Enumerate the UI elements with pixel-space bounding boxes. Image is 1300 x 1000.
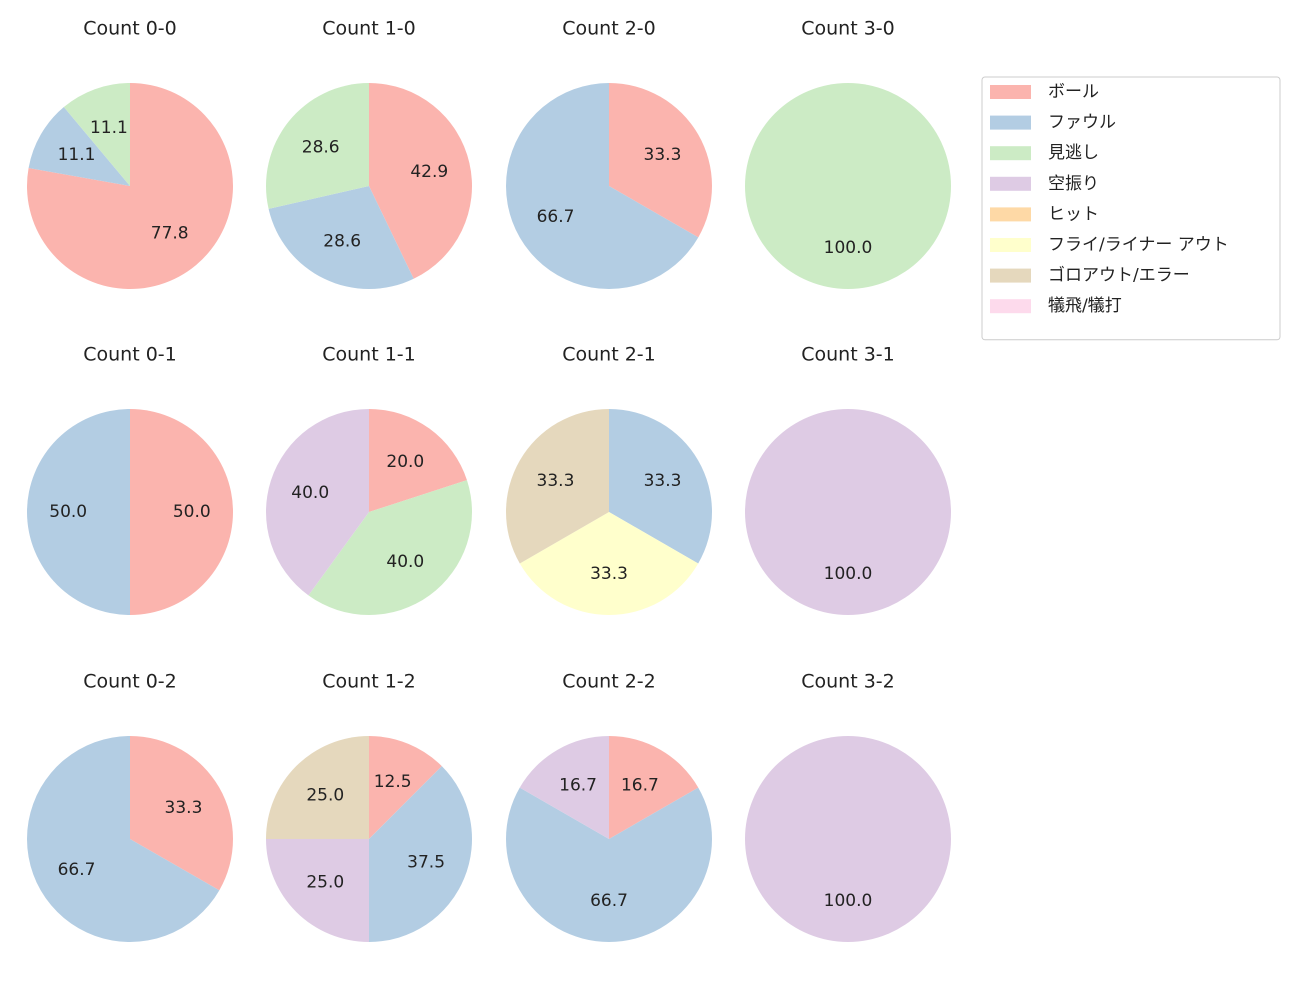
value-label: 33.3 [537, 471, 575, 491]
value-label: 25.0 [306, 873, 344, 893]
value-label: 42.9 [410, 162, 448, 182]
value-label: 66.7 [58, 860, 96, 880]
pie-slice [266, 839, 369, 942]
chart-title: Count 2-2 [562, 671, 656, 693]
value-label: 11.1 [58, 145, 96, 165]
chart-title: Count 3-1 [801, 344, 895, 366]
legend-swatch [990, 85, 1031, 99]
legend-label: ゴロアウト/エラー [1048, 265, 1190, 286]
chart-title: Count 1-2 [322, 671, 416, 693]
pie-slice [266, 83, 369, 209]
value-label: 50.0 [173, 502, 211, 522]
pie-slice [130, 736, 233, 891]
pie-slice [369, 409, 467, 512]
chart-title: Count 3-2 [801, 671, 895, 693]
pie-slice [266, 736, 369, 839]
value-label: 28.6 [323, 232, 361, 252]
pie-slice [745, 83, 951, 289]
chart-title: Count 0-0 [83, 18, 177, 40]
chart-title: Count 3-0 [801, 18, 895, 40]
pie-slice [63, 83, 130, 186]
pie-slice [609, 409, 712, 564]
chart-title: Count 2-1 [562, 344, 656, 366]
legend-label: ファウル [1048, 113, 1116, 133]
pie-slice [506, 83, 699, 290]
value-label: 33.3 [590, 564, 628, 584]
pie-slice [369, 736, 442, 839]
legend-swatch [990, 146, 1031, 161]
pie-slice [28, 107, 130, 186]
pie-slice [505, 787, 712, 942]
value-label: 100.0 [824, 238, 873, 258]
value-label: 77.8 [151, 223, 189, 243]
pie-slice [369, 766, 472, 942]
legend-label: フライ/ライナー アウト [1048, 235, 1229, 255]
value-label: 100.0 [824, 564, 873, 584]
legend-swatch [990, 268, 1031, 283]
pie-slice [266, 409, 369, 596]
pie-slice [268, 186, 414, 289]
value-label: 12.5 [374, 772, 412, 792]
value-label: 28.6 [302, 137, 340, 157]
pie-slice [609, 83, 712, 238]
pie-slice [26, 83, 234, 289]
chart-title: Count 1-1 [322, 344, 416, 366]
value-label: 100.0 [824, 891, 873, 911]
legend-swatch [990, 176, 1031, 191]
pie-slice [308, 480, 472, 615]
pie-slice [609, 736, 699, 839]
pie-slice [519, 736, 609, 839]
value-label: 40.0 [291, 483, 329, 503]
value-label: 50.0 [49, 502, 87, 522]
legend-label: ヒット [1048, 204, 1099, 224]
value-label: 37.5 [407, 853, 445, 873]
pie-slice [519, 512, 699, 615]
pie-slice [369, 83, 473, 279]
pie-slice [27, 409, 130, 615]
pie-slice [745, 409, 951, 615]
value-label: 33.3 [165, 798, 203, 818]
legend-box [981, 76, 1281, 341]
legend-label: ボール [1048, 82, 1099, 102]
value-label: 33.3 [644, 471, 682, 491]
pie-slice [506, 409, 609, 564]
legend-label: 見逃し [1048, 143, 1099, 163]
value-label: 66.7 [590, 891, 628, 911]
value-label: 66.7 [537, 207, 575, 227]
chart-title: Count 2-0 [562, 18, 656, 40]
pie-slice [130, 409, 233, 615]
value-label: 25.0 [306, 785, 344, 805]
legend-label: 空振り [1048, 174, 1099, 194]
value-label: 33.3 [644, 145, 682, 165]
pie-slice [26, 736, 220, 943]
chart-title: Count 1-0 [322, 18, 416, 40]
value-label: 11.1 [90, 118, 128, 138]
pie-slice [745, 736, 951, 942]
chart-title: Count 0-1 [83, 344, 177, 366]
value-label: 16.7 [621, 775, 659, 795]
value-label: 16.7 [559, 775, 597, 795]
legend-label: 犠飛/犠打 [1048, 296, 1122, 316]
legend-swatch [990, 299, 1031, 314]
chart-title: Count 0-2 [83, 671, 177, 693]
value-label: 20.0 [386, 452, 424, 472]
value-label: 40.0 [386, 552, 424, 572]
legend-swatch [990, 238, 1031, 252]
legend-swatch [990, 207, 1031, 222]
legend-swatch [990, 115, 1031, 130]
